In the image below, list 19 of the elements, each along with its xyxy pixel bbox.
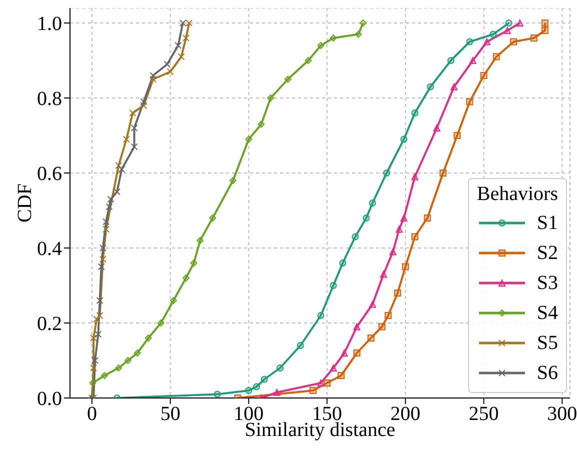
x-tick-label: 0 (86, 403, 97, 426)
y-tick-label: 0.2 (37, 313, 62, 336)
x-tick-label: 50 (160, 403, 180, 426)
legend-label: S1 (536, 212, 558, 234)
y-tick-label: 0.4 (37, 238, 62, 260)
legend-title: Behaviors (476, 183, 558, 206)
y-tick-label: 0.8 (37, 88, 62, 110)
y-tick-label: 0.0 (37, 388, 62, 410)
y-tick-label: 1.0 (37, 13, 62, 36)
y-tick-label: 0.6 (37, 163, 62, 186)
x-tick-label: 250 (468, 403, 499, 426)
legend-label: S4 (536, 302, 558, 324)
x-tick-label: 200 (390, 403, 420, 426)
legend-label: S3 (536, 272, 558, 294)
y-axis-title: CDF (14, 184, 36, 222)
x-tick-label: 300 (547, 403, 577, 426)
legend-label: S5 (536, 332, 558, 354)
legend-label: S2 (536, 242, 558, 264)
legend-label: S6 (536, 362, 558, 384)
